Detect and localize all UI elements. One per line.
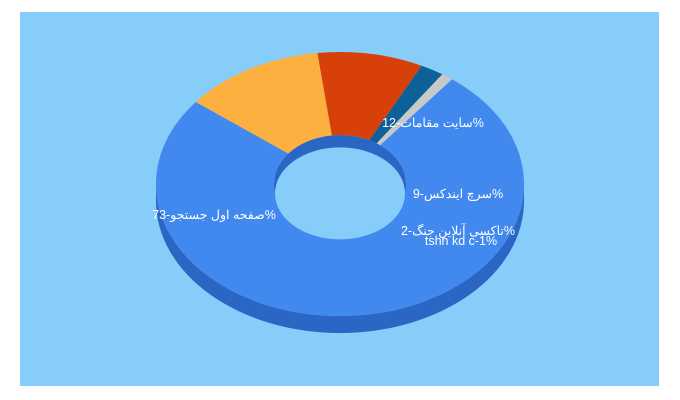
slice-label-1: سایت مقامات-12% [382,116,484,130]
donut-hole [275,147,405,240]
slice-label-0: صفحه اول جستجو-73% [152,208,276,223]
slice-3[interactable] [369,65,443,144]
slice-4[interactable] [376,74,453,146]
chart-panel: صفحه اول جستجو-73% سایت مقامات-12% سرچ این… [20,12,659,386]
slice-label-4: tshn kd c-1% [425,234,497,248]
slice-2[interactable] [317,52,422,141]
donut-chart: صفحه اول جستجو-73% سایت مقامات-12% سرچ این… [152,52,525,333]
slice-label-2: سرچ ایندکس-9% [413,187,503,202]
hole-inner-wall [274,135,406,201]
slice-0[interactable] [156,79,525,316]
slice-1[interactable] [195,52,332,154]
slice-label-3: تاکسی آنلاین جنگ-2% [401,222,515,239]
